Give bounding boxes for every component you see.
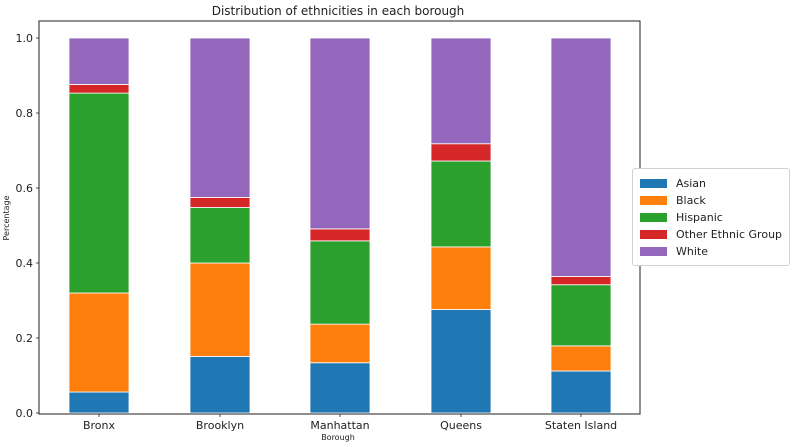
bar-queens-hispanic: [430, 160, 492, 248]
x-tick-label: Brooklyn: [196, 419, 244, 432]
legend-label: White: [676, 245, 708, 258]
bar-staten-island-white: [550, 37, 612, 277]
x-tick-label: Bronx: [83, 419, 116, 432]
bar-brooklyn-black: [189, 262, 251, 357]
bar-brooklyn-white: [189, 37, 251, 198]
y-tick-label: 0.2: [16, 332, 34, 345]
x-axis-ticks: Bronx Brooklyn Manhattan Queens Staten Islan…: [83, 414, 617, 432]
y-tick-label: 0.6: [16, 182, 34, 195]
bar-bronx-hispanic: [68, 92, 130, 294]
bars-group: [68, 37, 612, 414]
bar-brooklyn-hispanic: [189, 207, 251, 264]
x-axis-label: Borough: [321, 433, 355, 442]
bar-bronx-black: [68, 292, 130, 393]
legend-label: Hispanic: [676, 211, 723, 224]
legend-swatch: [640, 196, 667, 205]
bar-staten-island-hispanic: [550, 284, 612, 347]
bar-queens-asian: [430, 309, 492, 414]
bar-bronx-white: [68, 37, 130, 85]
chart-title: Distribution of ethnicities in each boro…: [212, 4, 465, 18]
bar-manhattan-white: [309, 37, 371, 230]
legend-label: Other Ethnic Group: [676, 228, 783, 241]
x-tick-label: Queens: [440, 419, 482, 432]
bar-manhattan-black: [309, 323, 371, 364]
legend-swatch: [640, 179, 667, 188]
x-tick-label: Staten Island: [545, 419, 617, 432]
y-tick-label: 0.8: [16, 107, 34, 120]
y-tick-label: 0.4: [16, 257, 34, 270]
bar-brooklyn-asian: [189, 355, 251, 414]
bar-manhattan-hispanic: [309, 240, 371, 325]
bar-bronx-other-ethnic-group: [68, 84, 130, 94]
bar-bronx-asian: [68, 391, 130, 414]
bar-queens-white: [430, 37, 492, 145]
legend-item: Other Ethnic Group: [640, 226, 783, 243]
legend-item: Black: [640, 192, 783, 209]
legend-label: Asian: [676, 177, 707, 190]
y-tick-label: 1.0: [16, 32, 34, 45]
legend-swatch: [640, 230, 667, 239]
bar-staten-island-asian: [550, 370, 612, 414]
x-tick-label: Manhattan: [310, 419, 369, 432]
y-axis-label: Percentage: [2, 195, 11, 240]
legend-item: White: [640, 243, 783, 260]
y-tick-label: 0.0: [16, 407, 34, 420]
legend-label: Black: [676, 194, 706, 207]
bar-staten-island-other-ethnic-group: [550, 276, 612, 286]
bar-queens-other-ethnic-group: [430, 143, 492, 162]
y-axis-ticks: 0.0 0.2 0.4 0.6 0.8 1.0: [16, 32, 39, 420]
bar-staten-island-black: [550, 345, 612, 372]
legend-swatch: [640, 213, 667, 222]
bar-manhattan-other-ethnic-group: [309, 228, 371, 242]
legend: Asian Black Hispanic Other Ethnic Group Whit…: [632, 168, 790, 266]
bar-queens-black: [430, 246, 492, 310]
legend-swatch: [640, 247, 667, 256]
bar-brooklyn-other-ethnic-group: [189, 196, 251, 208]
legend-item: Hispanic: [640, 209, 783, 226]
bar-manhattan-asian: [309, 362, 371, 414]
legend-item: Asian: [640, 175, 783, 192]
